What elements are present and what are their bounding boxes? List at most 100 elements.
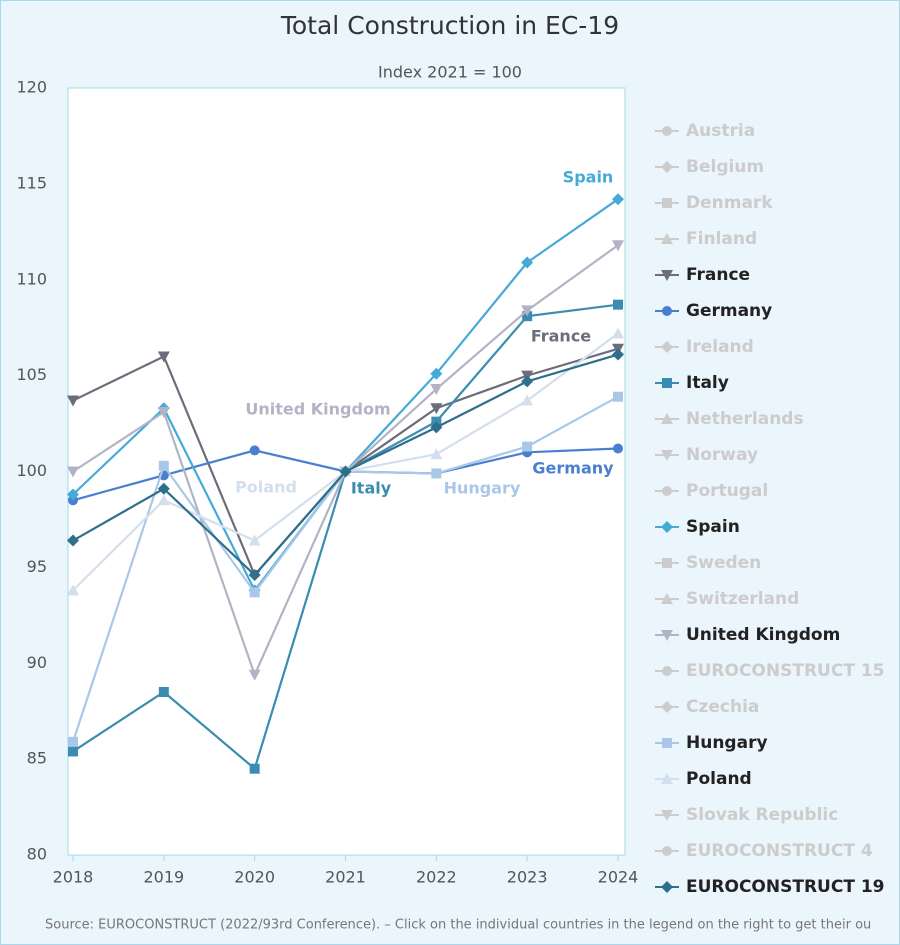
source-note: Source: EUROCONSTRUCT (2022/93rd Confere… (45, 918, 871, 933)
legend-label: Hungary (686, 733, 768, 753)
marker (521, 305, 534, 317)
marker (521, 394, 534, 406)
y-tick-label: 120 (16, 78, 47, 97)
series-label: Hungary (444, 479, 521, 498)
legend-item[interactable]: Portugal (655, 481, 768, 501)
x-tick-label: 2018 (53, 868, 94, 887)
marker (661, 270, 673, 281)
legend-label: Italy (686, 373, 729, 393)
marker (661, 233, 673, 244)
legend-item[interactable]: United Kingdom (655, 625, 840, 645)
legend-item[interactable]: Denmark (655, 193, 773, 213)
marker (430, 384, 443, 396)
legend-item[interactable]: Finland (655, 229, 757, 249)
y-tick-label: 90 (27, 653, 47, 672)
legend-label: Switzerland (686, 589, 799, 609)
legend-item[interactable]: Ireland (655, 337, 754, 357)
legend-label: Portugal (686, 481, 768, 501)
marker (431, 468, 442, 479)
marker (157, 494, 170, 506)
marker (661, 593, 673, 604)
marker (662, 126, 672, 136)
legend-item[interactable]: Norway (655, 445, 758, 465)
marker (661, 881, 673, 893)
marker (157, 407, 170, 419)
marker (248, 669, 261, 681)
legend-item[interactable]: Italy (655, 373, 729, 393)
x-tick-label: 2021 (325, 868, 366, 887)
legend-item[interactable]: Austria (655, 121, 755, 141)
marker (158, 460, 169, 471)
series-label: Germany (532, 459, 614, 478)
marker (67, 584, 79, 596)
marker (661, 521, 673, 533)
marker (662, 306, 672, 316)
x-tick-label: 2022 (416, 868, 457, 887)
marker (67, 395, 79, 407)
marker (430, 448, 443, 460)
marker (661, 701, 673, 713)
legend-item[interactable]: Germany (655, 301, 772, 321)
marker (612, 348, 624, 361)
y-tick-label: 85 (27, 749, 47, 768)
legend-item[interactable]: EUROCONSTRUCT 19 (655, 877, 885, 897)
legend-item[interactable]: Czechia (655, 697, 759, 717)
series-label: Spain (563, 168, 614, 187)
x-tick-label: 2019 (143, 868, 184, 887)
legend-label: Netherlands (686, 409, 804, 429)
legend-label: Austria (686, 121, 755, 141)
marker (661, 630, 673, 641)
marker (662, 666, 672, 676)
legend-label: Czechia (686, 697, 759, 717)
legend-item[interactable]: Slovak Republic (655, 805, 838, 825)
chart-title: Total Construction in EC-19 (280, 11, 619, 40)
marker (430, 403, 443, 415)
marker (662, 378, 672, 388)
marker (522, 441, 533, 452)
legend-item[interactable]: Spain (655, 517, 740, 537)
legend-label: Ireland (686, 337, 754, 357)
marker (661, 413, 673, 424)
legend-label: Slovak Republic (686, 805, 838, 825)
marker (661, 341, 673, 353)
marker (661, 450, 673, 461)
marker (249, 763, 260, 774)
marker (157, 482, 170, 495)
legend-label: Denmark (686, 193, 773, 213)
marker (249, 445, 260, 456)
legend-item[interactable]: EUROCONSTRUCT 4 (655, 841, 873, 861)
legend-label: Belgium (686, 157, 764, 177)
marker (248, 534, 261, 546)
marker (613, 299, 623, 310)
legend-item[interactable]: Switzerland (655, 589, 799, 609)
legend-item[interactable]: EUROCONSTRUCT 15 (655, 661, 885, 681)
legend-item[interactable]: Sweden (655, 553, 761, 573)
x-tick-label: 2024 (598, 868, 639, 887)
legend-label: Sweden (686, 553, 761, 573)
marker (613, 391, 623, 402)
marker (68, 746, 78, 757)
legend-item[interactable]: Netherlands (655, 409, 804, 429)
marker (248, 569, 261, 582)
marker (662, 198, 672, 208)
legend-label: EUROCONSTRUCT 19 (686, 877, 885, 897)
series-label: Italy (351, 479, 392, 498)
y-tick-label: 80 (27, 845, 47, 864)
marker (612, 240, 624, 252)
legend-item[interactable]: France (655, 265, 750, 285)
legend-item[interactable]: Poland (655, 769, 752, 789)
marker (661, 810, 673, 821)
marker (157, 351, 170, 363)
legend-label: EUROCONSTRUCT 15 (686, 661, 885, 681)
y-tick-label: 105 (16, 365, 47, 384)
x-tick-label: 2023 (507, 868, 548, 887)
legend-item[interactable]: Belgium (655, 157, 764, 177)
legend-label: Germany (686, 301, 772, 321)
marker (612, 193, 624, 206)
y-tick-label: 100 (16, 461, 47, 480)
series-label: Poland (235, 478, 297, 497)
legend-item[interactable]: Hungary (655, 733, 768, 753)
marker (430, 367, 443, 380)
legend-label: Spain (686, 517, 740, 537)
